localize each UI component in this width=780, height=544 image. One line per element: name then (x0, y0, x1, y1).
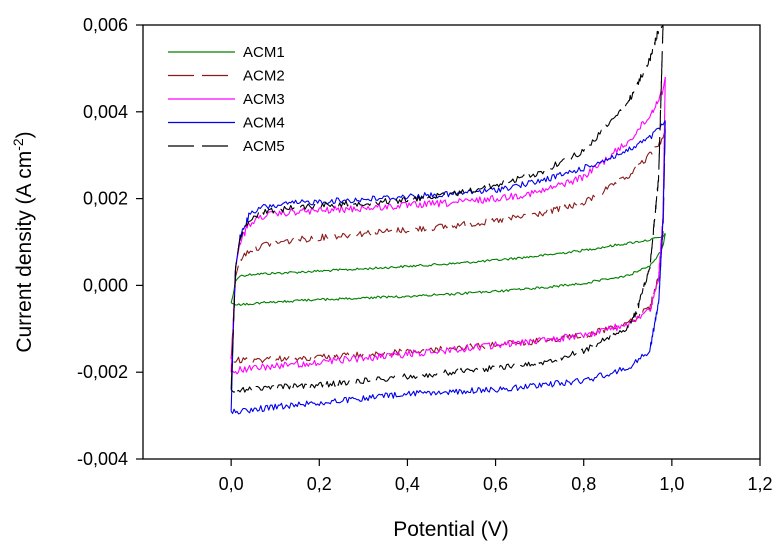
legend-label-acm2: ACM2 (243, 68, 285, 85)
x-tick-label: 0,8 (571, 474, 596, 494)
y-axis-title-sup: -2 (10, 138, 26, 151)
y-tick-label: 0,004 (83, 102, 128, 122)
y-axis-title-main: Current density (A cm (13, 151, 36, 353)
plot-frame (142, 24, 761, 460)
legend-label-acm3: ACM3 (243, 91, 285, 108)
x-axis: 0,0 0,2 0,4 0,6 0,8 1,0 1,2 (219, 459, 773, 494)
y-tick-label: -0,004 (77, 449, 128, 469)
series-line-acm5-forward (230, 25, 664, 390)
series-line-acm3-forward (230, 77, 666, 373)
x-tick-label: 0,0 (219, 474, 244, 494)
y-tick-label: 0,002 (83, 189, 128, 209)
y-tick-label: 0,006 (83, 15, 128, 35)
series-line-acm4-reverse (230, 120, 666, 415)
series-line-acm4-forward (230, 120, 666, 412)
y-axis-title: Current density (A cm-2) (10, 131, 36, 352)
y-axis: -0,004 -0,002 0,000 0,002 0,004 0,006 (77, 15, 143, 469)
x-tick-label: 1,2 (747, 474, 772, 494)
legend-label-acm5: ACM5 (243, 138, 285, 155)
y-tick-label: 0,000 (83, 275, 128, 295)
series-line-acm1-reverse (230, 233, 666, 306)
y-tick-label: -0,002 (77, 362, 128, 382)
series-layer (230, 25, 666, 415)
x-axis-title: Potential (V) (393, 518, 509, 541)
legend-label-acm4: ACM4 (243, 115, 285, 132)
x-tick-label: 0,2 (307, 474, 332, 494)
series-line-acm1-forward (230, 233, 666, 303)
series-line-acm2-reverse (230, 129, 666, 364)
legend: ACM1 ACM2 ACM3 ACM4 ACM5 (168, 44, 285, 155)
x-tick-label: 0,6 (483, 474, 508, 494)
y-axis-title-close: ) (13, 131, 36, 138)
legend-label-acm1: ACM1 (243, 44, 285, 61)
x-tick-label: 0,4 (395, 474, 420, 494)
series-line-acm2-forward (230, 129, 666, 360)
x-tick-label: 1,0 (659, 474, 684, 494)
series-line-acm5-reverse (230, 25, 664, 393)
